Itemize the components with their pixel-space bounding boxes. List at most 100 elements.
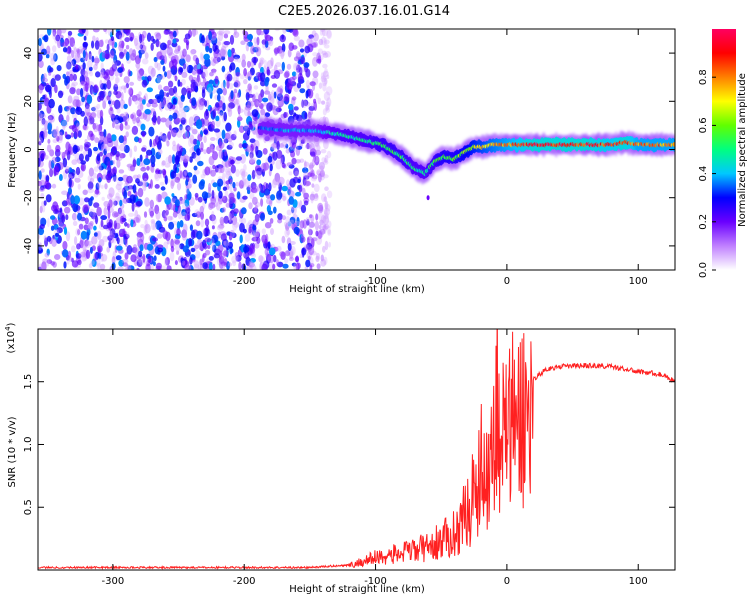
noise-speckle <box>271 142 277 149</box>
noise-speckle <box>238 125 245 133</box>
noise-speckle <box>324 77 328 85</box>
noise-speckle <box>310 214 315 223</box>
noise-speckle <box>144 219 148 226</box>
noise-speckle <box>304 112 308 120</box>
noise-speckle <box>299 66 303 76</box>
noise-speckle <box>84 102 90 110</box>
noise-speckle <box>248 262 256 268</box>
noise-speckle <box>235 156 243 161</box>
noise-speckle <box>103 200 110 208</box>
noise-speckle <box>320 214 327 224</box>
noise-speckle <box>38 247 44 254</box>
noise-speckle <box>281 61 285 72</box>
noise-speckle <box>77 229 81 236</box>
noise-speckle <box>125 131 129 138</box>
noise-speckle <box>50 261 55 266</box>
noise-speckle <box>82 204 89 214</box>
noise-speckle <box>237 108 244 113</box>
noise-speckle <box>182 63 187 70</box>
ridge-peak <box>672 142 675 147</box>
noise-speckle <box>50 159 55 169</box>
noise-speckle <box>174 64 177 71</box>
noise-speckle <box>68 125 75 130</box>
noise-speckle <box>64 149 68 156</box>
noise-speckle <box>89 71 93 77</box>
noise-speckle <box>200 102 205 108</box>
noise-speckle <box>84 240 91 249</box>
noise-speckle <box>150 263 154 270</box>
noise-speckle <box>285 250 290 257</box>
noise-speckle <box>292 214 298 219</box>
noise-speckle <box>270 146 275 152</box>
noise-speckle <box>96 206 102 217</box>
noise-speckle <box>212 68 217 75</box>
noise-speckle <box>269 218 274 224</box>
noise-speckle <box>54 156 61 163</box>
noise-speckle <box>63 39 68 48</box>
noise-speckle <box>87 148 92 158</box>
noise-speckle <box>40 168 45 173</box>
noise-speckle <box>140 102 144 111</box>
noise-speckle <box>249 151 254 159</box>
noise-speckle <box>174 260 178 266</box>
noise-speckle <box>80 165 85 171</box>
noise-speckle <box>48 71 52 76</box>
noise-speckle <box>150 154 156 165</box>
noise-speckle <box>216 53 222 62</box>
noise-speckle <box>165 96 172 101</box>
noise-speckle <box>136 259 143 268</box>
noise-speckle <box>190 229 196 240</box>
noise-speckle <box>309 264 313 270</box>
noise-speckle <box>210 137 216 141</box>
noise-speckle <box>207 245 211 249</box>
noise-speckle <box>97 180 101 189</box>
noise-speckle <box>103 148 107 156</box>
noise-speckle <box>213 253 220 259</box>
y-tick-label: -20 <box>23 190 34 206</box>
noise-speckle <box>263 65 267 75</box>
noise-speckle <box>51 129 58 138</box>
noise-speckle <box>117 266 124 270</box>
noise-speckle <box>179 102 184 109</box>
noise-speckle <box>87 181 94 190</box>
noise-speckle <box>167 215 173 221</box>
noise-speckle <box>123 103 128 110</box>
noise-speckle <box>315 213 319 221</box>
noise-speckle <box>97 245 103 253</box>
noise-speckle <box>247 34 253 41</box>
noise-speckle <box>140 123 146 131</box>
noise-speckle <box>233 208 239 215</box>
noise-speckle <box>90 196 94 201</box>
noise-speckle <box>292 143 299 152</box>
noise-speckle <box>323 196 328 203</box>
noise-speckle <box>302 99 309 107</box>
noise-speckle <box>249 67 255 76</box>
noise-speckle <box>227 137 233 143</box>
noise-speckle <box>184 214 190 221</box>
noise-speckle <box>304 244 309 250</box>
noise-speckle <box>247 189 251 195</box>
noise-speckle <box>77 130 82 138</box>
noise-speckle <box>168 33 173 42</box>
noise-speckle <box>188 116 194 127</box>
noise-speckle <box>231 255 237 264</box>
noise-speckle <box>218 190 223 199</box>
noise-speckle <box>170 178 176 187</box>
noise-speckle <box>279 251 286 257</box>
noise-speckle <box>94 137 100 144</box>
noise-speckle <box>139 44 143 50</box>
noise-speckle <box>302 187 306 195</box>
noise-speckle <box>69 87 76 95</box>
noise-speckle <box>208 155 215 166</box>
noise-speckle <box>136 158 141 166</box>
noise-speckle <box>118 169 125 174</box>
noise-speckle <box>254 41 258 51</box>
noise-speckle <box>233 29 237 36</box>
noise-speckle <box>166 46 173 56</box>
noise-speckle <box>161 133 167 142</box>
noise-speckle <box>96 230 102 240</box>
noise-speckle <box>146 87 153 93</box>
noise-speckle <box>184 264 192 270</box>
noise-speckle <box>242 251 246 258</box>
noise-speckle <box>150 147 156 157</box>
